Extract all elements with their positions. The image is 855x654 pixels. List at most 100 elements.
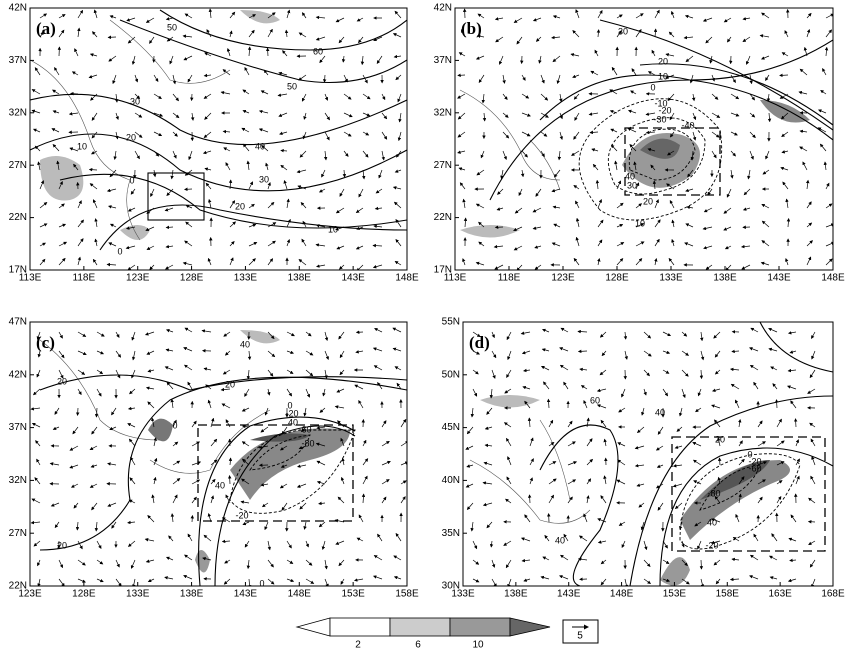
wind-vector [211, 418, 213, 427]
wind-vector [541, 132, 547, 136]
wind-vector [32, 89, 40, 94]
x-tick-label: 163E [768, 589, 792, 600]
wind-vector [268, 202, 274, 208]
wind-vector [580, 369, 587, 370]
wind-vector [543, 557, 549, 560]
wind-vector [726, 246, 731, 249]
wind-vector [506, 438, 511, 446]
wind-vector [625, 351, 627, 359]
wind-vector [809, 541, 815, 545]
wind-vector [185, 555, 192, 560]
wind-vector [473, 560, 479, 564]
wind-vector [644, 389, 646, 395]
contour-label: 30 [130, 96, 140, 106]
panel-frame [30, 322, 407, 586]
wind-vector [401, 481, 406, 484]
wind-vector [77, 522, 78, 530]
wind-vector [395, 261, 401, 265]
contour-label: 60 [313, 46, 323, 56]
wind-vector [706, 37, 712, 43]
contour-label: 60 [590, 395, 600, 405]
contour-label: 40 [288, 417, 298, 427]
wind-vector [50, 463, 59, 465]
wind-vector [335, 406, 344, 408]
wind-vector [248, 370, 249, 379]
wind-vector [306, 579, 314, 584]
wind-vector [622, 541, 625, 547]
wind-vector [78, 220, 84, 227]
wind-vector [97, 579, 103, 582]
wind-vector [297, 170, 306, 172]
wind-vector [682, 351, 688, 355]
wind-vector [589, 113, 598, 115]
wind-vector [807, 257, 811, 265]
wind-vector [761, 263, 769, 265]
wind-vector [655, 239, 659, 246]
wind-vector [230, 222, 235, 227]
wind-vector [362, 56, 363, 64]
wind-vector [228, 49, 230, 56]
wind-vector [70, 446, 78, 450]
wind-vector [560, 132, 562, 139]
wind-vector [525, 515, 530, 522]
wind-vector [522, 75, 525, 80]
wind-vector [698, 389, 701, 396]
wind-vector [339, 332, 344, 339]
wind-vector [299, 75, 306, 80]
y-tick-label: 45N [442, 422, 460, 433]
contour-label: 50 [287, 81, 297, 91]
wind-vector [300, 151, 306, 157]
wind-vector [652, 50, 655, 56]
wind-vector [655, 220, 660, 227]
y-tick-label: 40N [442, 475, 460, 486]
wind-vector [165, 577, 173, 579]
wind-vector [38, 560, 40, 566]
wind-vector [574, 185, 579, 189]
wind-vector [655, 200, 658, 208]
wind-vector [492, 332, 494, 338]
wind-vector [344, 132, 351, 136]
wind-vector [465, 218, 466, 227]
wind-vector [192, 421, 196, 427]
wind-vector [788, 370, 796, 371]
wind-vector [35, 478, 40, 484]
wind-vector [605, 439, 606, 446]
wind-vector [731, 384, 739, 389]
wind-vector [34, 129, 40, 132]
x-tick-label: 133E [659, 273, 683, 284]
wind-vector [306, 351, 313, 355]
wind-vector [539, 56, 541, 63]
wind-vector [476, 263, 484, 265]
contour-label: 30 [259, 174, 269, 184]
wind-vector [192, 113, 193, 120]
wind-vector [782, 53, 788, 56]
wind-vector [129, 500, 135, 503]
wind-vector [374, 366, 382, 370]
wind-vector [287, 370, 293, 374]
wind-vector [129, 408, 135, 409]
wind-vector [40, 14, 46, 18]
wind-vector [129, 439, 135, 446]
wind-vector [401, 497, 405, 503]
wind-vector [506, 560, 511, 568]
wind-vector [766, 151, 769, 159]
wind-vector [249, 579, 250, 588]
wind-vector [617, 259, 623, 265]
wind-vector [242, 128, 249, 132]
wind-vector [40, 202, 47, 208]
wind-vector [554, 170, 560, 177]
wind-vector [96, 408, 97, 417]
wind-vector [552, 37, 560, 38]
wind-vector [53, 90, 59, 94]
wind-vector [268, 579, 274, 584]
wind-vector [552, 243, 560, 246]
wind-vector [359, 37, 363, 43]
wind-vector [96, 219, 97, 227]
wind-vector [90, 446, 97, 450]
wind-vector [325, 132, 329, 140]
wind-vector [507, 332, 511, 339]
wind-vector [568, 497, 572, 503]
wind-vector [693, 442, 701, 446]
wind-vector [574, 132, 579, 139]
wind-vector [173, 94, 179, 101]
